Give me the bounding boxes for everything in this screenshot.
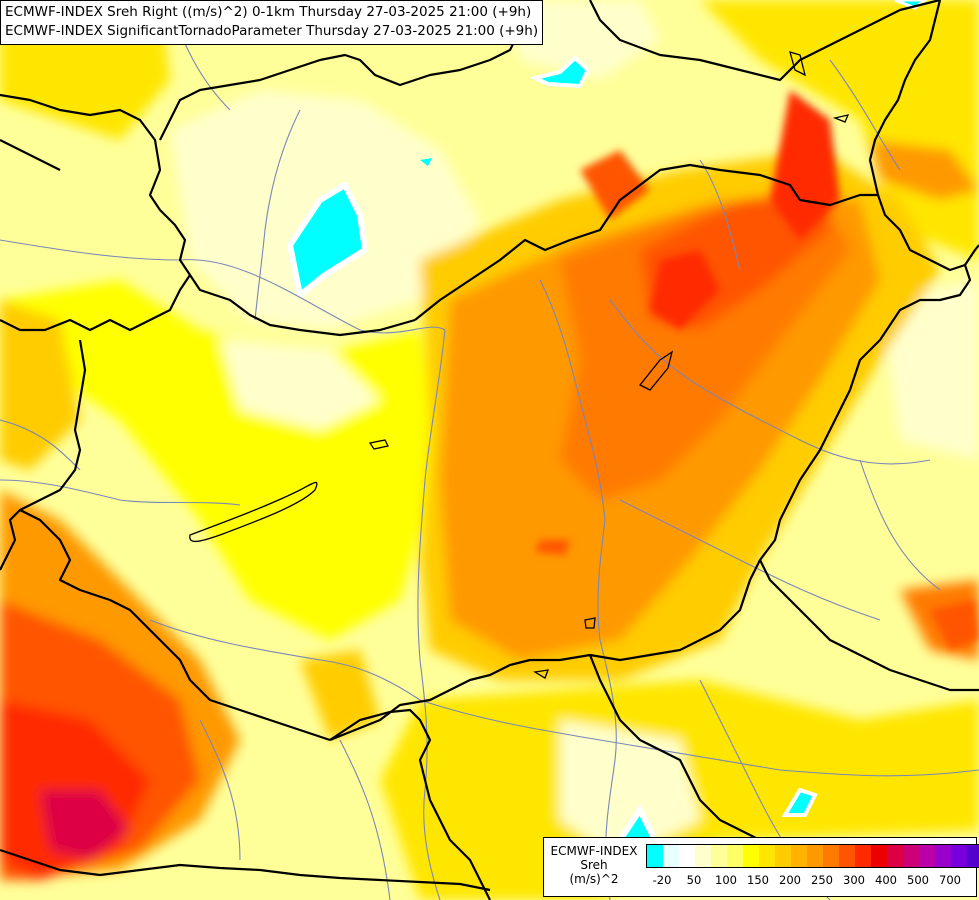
map-title-box: ECMWF-INDEX Sreh Right ((m/s)^2) 0-1km T… bbox=[0, 0, 544, 45]
legend-tick-label: 50 bbox=[686, 873, 702, 887]
legend-swatch bbox=[679, 845, 695, 867]
legend-swatch bbox=[871, 845, 887, 867]
legend-tick-label: 400 bbox=[875, 873, 897, 887]
legend-title: ECMWF-INDEX Sreh (m/s)^2 bbox=[544, 844, 644, 886]
legend-tick-label: 200 bbox=[779, 873, 801, 887]
legend-tick-label: 300 bbox=[843, 873, 865, 887]
lakes-layer bbox=[189, 51, 850, 679]
legend-tick-label: 250 bbox=[811, 873, 833, 887]
color-legend: ECMWF-INDEX Sreh (m/s)^2 -20 50 100 150 200 2… bbox=[543, 837, 979, 897]
legend-swatch bbox=[711, 845, 727, 867]
legend-swatch bbox=[775, 845, 791, 867]
legend-ticks: -20 50 100 150 200 250 300 400 500 700 bbox=[646, 873, 972, 889]
legend-swatch bbox=[935, 845, 951, 867]
legend-swatch bbox=[951, 845, 967, 867]
legend-tick-label: 150 bbox=[747, 873, 769, 887]
legend-swatch bbox=[839, 845, 855, 867]
legend-swatch bbox=[967, 845, 979, 867]
legend-swatch bbox=[919, 845, 935, 867]
legend-tick-label: 700 bbox=[939, 873, 961, 887]
legend-swatch bbox=[663, 845, 679, 867]
legend-swatch bbox=[743, 845, 759, 867]
legend-swatch bbox=[727, 845, 743, 867]
legend-swatch bbox=[823, 845, 839, 867]
legend-swatch bbox=[887, 845, 903, 867]
map-title-line-1: ECMWF-INDEX Sreh Right ((m/s)^2) 0-1km T… bbox=[5, 4, 532, 20]
legend-tick-label: 500 bbox=[907, 873, 929, 887]
legend-tick-label: 100 bbox=[715, 873, 737, 887]
legend-model: ECMWF-INDEX bbox=[550, 844, 638, 858]
legend-swatch bbox=[759, 845, 775, 867]
legend-swatch bbox=[647, 845, 663, 867]
legend-swatch bbox=[903, 845, 919, 867]
legend-swatch bbox=[695, 845, 711, 867]
legend-tick-label: -20 bbox=[652, 873, 672, 887]
legend-unit: (m/s)^2 bbox=[569, 872, 619, 886]
map-title-line-2: ECMWF-INDEX SignificantTornadoParameter … bbox=[5, 23, 539, 39]
legend-variable: Sreh bbox=[580, 858, 608, 872]
legend-swatches bbox=[646, 844, 979, 868]
legend-swatch bbox=[855, 845, 871, 867]
legend-swatch bbox=[791, 845, 807, 867]
legend-swatch bbox=[807, 845, 823, 867]
